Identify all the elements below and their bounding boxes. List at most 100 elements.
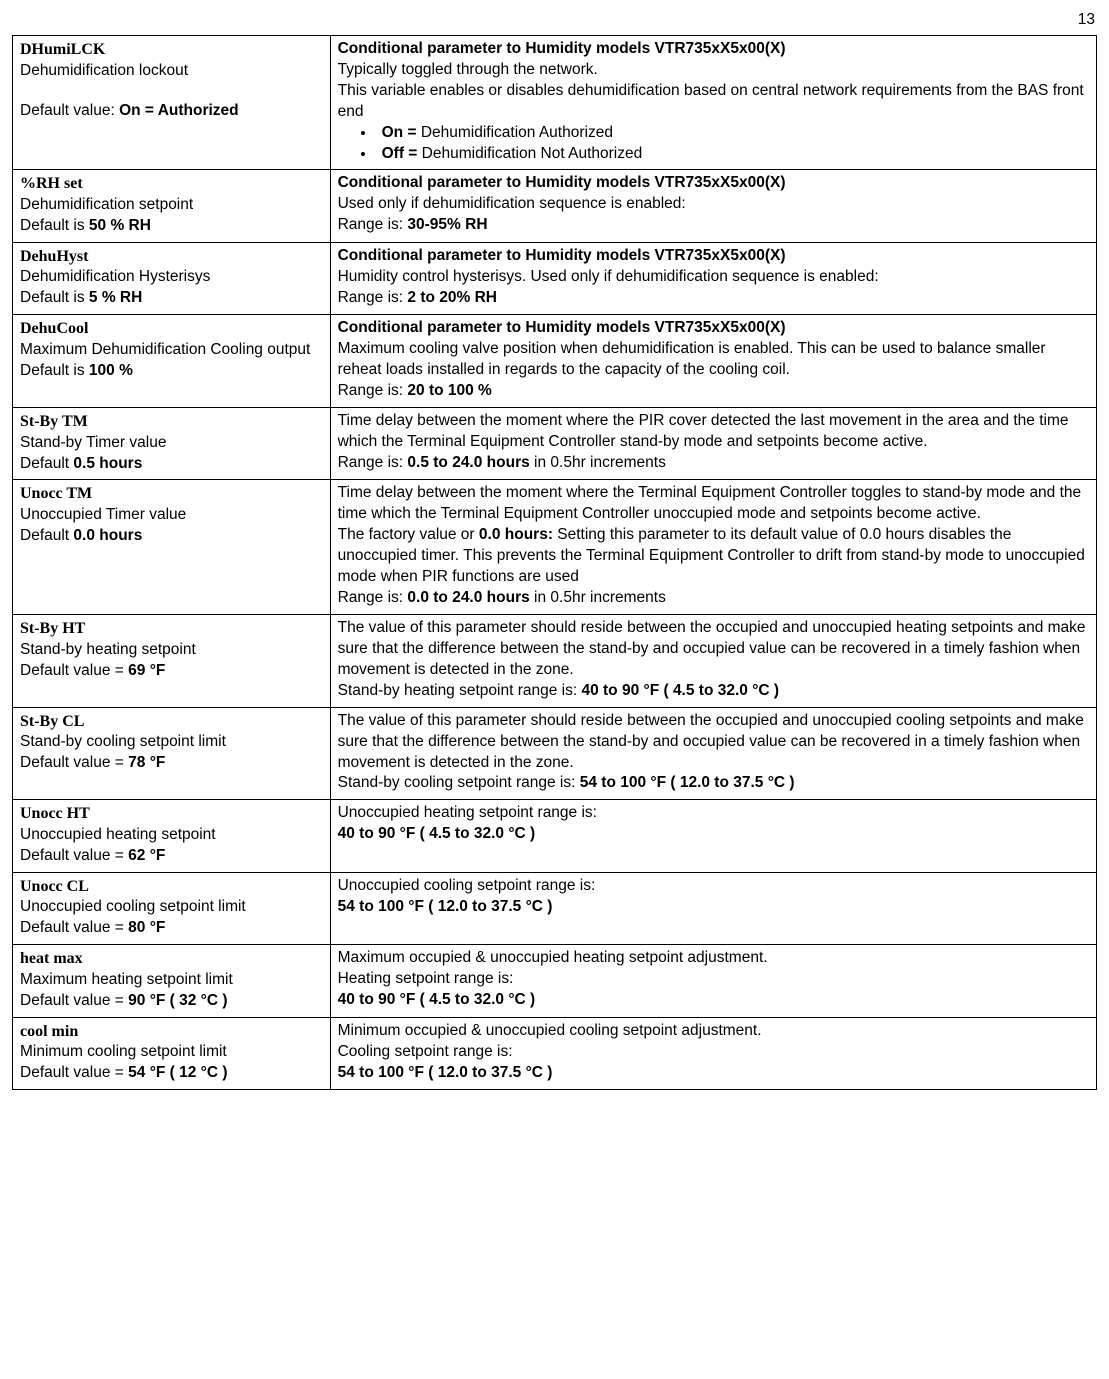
param-name: St-By TM [20,411,323,433]
param-default: Default value = 62 °F [20,846,323,867]
param-description: Stand-by heating setpoint [20,640,323,661]
range-prefix: Range is: [338,216,408,233]
description-line: Unoccupied heating setpoint range is: [338,803,1089,824]
description-line: Minimum occupied & unoccupied cooling se… [338,1021,1089,1042]
blank-spacer [20,81,323,101]
default-label: Default [20,527,73,544]
param-right-cell: Maximum occupied & unoccupied heating se… [330,945,1096,1017]
default-label: Default value = [20,919,128,936]
param-name: DHumiLCK [20,39,323,61]
range-value: 40 to 90 °F ( 4.5 to 32.0 °C ) [338,825,536,842]
default-value: 0.0 hours [73,527,142,544]
default-value: 90 °F ( 32 °C ) [128,992,227,1009]
param-description: Dehumidification setpoint [20,195,323,216]
param-left-cell: Unocc HTUnoccupied heating setpointDefau… [13,800,331,872]
default-value: 69 °F [128,662,165,679]
range-value: 2 to 20% RH [407,289,497,306]
default-label: Default value = [20,992,128,1009]
param-name: Unocc HT [20,803,323,825]
text-segment: The factory value or [338,526,479,543]
param-default: Default value = 78 °F [20,753,323,774]
default-label: Default is [20,289,89,306]
param-description: Unoccupied cooling setpoint limit [20,897,323,918]
description-line: Humidity control hysterisys. Used only i… [338,267,1089,288]
range-prefix: Stand-by heating setpoint range is: [338,682,582,699]
conditional-heading: Conditional parameter to Humidity models… [338,174,786,191]
param-left-cell: St-By TMStand-by Timer valueDefault 0.5 … [13,408,331,480]
param-default: Default value = 69 °F [20,661,323,682]
default-label: Default value = [20,662,128,679]
param-left-cell: St-By HTStand-by heating setpointDefault… [13,614,331,707]
bullet-list: On = Dehumidification AuthorizedOff = De… [376,123,1089,165]
param-left-cell: DHumiLCKDehumidification lockout Default … [13,35,331,170]
param-left-cell: St-By CLStand-by cooling setpoint limitD… [13,707,331,800]
param-right-cell: The value of this parameter should resid… [330,707,1096,800]
param-right-cell: Conditional parameter to Humidity models… [330,315,1096,408]
range-prefix: Range is: [338,382,408,399]
description-line: The value of this parameter should resid… [338,618,1089,681]
table-row: DHumiLCKDehumidification lockout Default … [13,35,1097,170]
param-right-cell: Unoccupied heating setpoint range is:40 … [330,800,1096,872]
param-left-cell: Unocc CLUnoccupied cooling setpoint limi… [13,872,331,944]
param-default: Default 0.5 hours [20,454,323,475]
param-description: Stand-by Timer value [20,433,323,454]
description-line: Maximum occupied & unoccupied heating se… [338,948,1089,969]
range-value: 40 to 90 °F ( 4.5 to 32.0 °C ) [338,991,536,1008]
table-row: St-By CLStand-by cooling setpoint limitD… [13,707,1097,800]
default-value: 0.5 hours [73,455,142,472]
param-right-cell: Conditional parameter to Humidity models… [330,170,1096,242]
param-description: Maximum heating setpoint limit [20,970,323,991]
description-line: The value of this parameter should resid… [338,711,1089,774]
default-value: 78 °F [128,754,165,771]
range-line: Range is: 0.0 to 24.0 hours in 0.5hr inc… [338,588,1089,609]
param-default: Default value = 80 °F [20,918,323,939]
default-value: 5 % RH [89,289,142,306]
default-label: Default value = [20,1064,128,1081]
param-description: Unoccupied Timer value [20,505,323,526]
bullet-text: Dehumidification Authorized [421,124,613,141]
param-description: Dehumidification Hysterisys [20,267,323,288]
range-line: Stand-by heating setpoint range is: 40 t… [338,681,1089,702]
bullet-item: On = Dehumidification Authorized [376,123,1089,144]
param-name: Unocc CL [20,876,323,898]
table-row: Unocc HTUnoccupied heating setpointDefau… [13,800,1097,872]
table-row: Unocc TMUnoccupied Timer valueDefault 0.… [13,480,1097,615]
param-name: St-By HT [20,618,323,640]
table-row: %RH setDehumidification setpointDefault … [13,170,1097,242]
param-left-cell: %RH setDehumidification setpointDefault … [13,170,331,242]
param-right-cell: Time delay between the moment where the … [330,408,1096,480]
range-line: Range is: 0.5 to 24.0 hours in 0.5hr inc… [338,453,1089,474]
conditional-heading: Conditional parameter to Humidity models… [338,319,786,336]
range-suffix: in 0.5hr increments [530,454,666,471]
param-name: DehuCool [20,318,323,340]
parameter-table: DHumiLCKDehumidification lockout Default … [12,35,1097,1090]
description-line: Used only if dehumidification sequence i… [338,194,1089,215]
range-line: Stand-by cooling setpoint range is: 54 t… [338,773,1089,794]
param-left-cell: cool minMinimum cooling setpoint limitDe… [13,1017,331,1089]
param-name: DehuHyst [20,246,323,268]
param-description: Dehumidification lockout [20,61,323,82]
table-row: DehuHystDehumidification HysterisysDefau… [13,242,1097,314]
description-line: Typically toggled through the network. [338,60,1089,81]
range-line: Range is: 20 to 100 % [338,381,1089,402]
page-number: 13 [12,10,1097,31]
description-line: Time delay between the moment where the … [338,483,1089,525]
param-right-cell: Conditional parameter to Humidity models… [330,242,1096,314]
table-row: Unocc CLUnoccupied cooling setpoint limi… [13,872,1097,944]
conditional-heading: Conditional parameter to Humidity models… [338,247,786,264]
param-right-cell: The value of this parameter should resid… [330,614,1096,707]
description-line: Maximum cooling valve position when dehu… [338,339,1089,381]
bullet-bold: Off = [382,145,422,162]
param-name: %RH set [20,173,323,195]
param-right-cell: Time delay between the moment where the … [330,480,1096,615]
default-label: Default value: [20,102,119,119]
default-label: Default value = [20,847,128,864]
range-prefix: Stand-by cooling setpoint range is: [338,774,580,791]
range-suffix: in 0.5hr increments [530,589,666,606]
param-name: Unocc TM [20,483,323,505]
param-default: Default is 5 % RH [20,288,323,309]
range-prefix: Range is: [338,289,408,306]
param-description: Maximum Dehumidification Cooling output [20,340,323,361]
bullet-bold: On = [382,124,421,141]
description-line: The factory value or 0.0 hours: Setting … [338,525,1089,588]
